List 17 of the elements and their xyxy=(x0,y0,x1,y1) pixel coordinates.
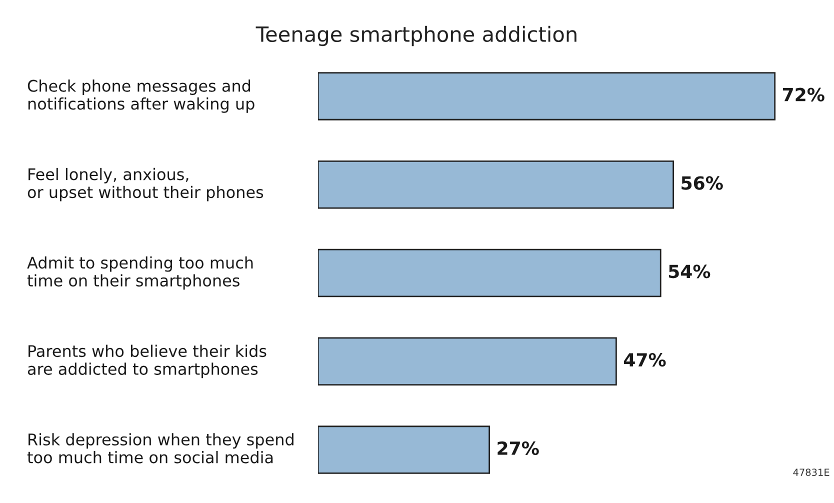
bar xyxy=(318,72,776,120)
y-tick-label: Check phone messages and notifications after waking up xyxy=(28,80,254,113)
y-tick-label: Risk depression when they spend too much time on social media xyxy=(27,433,294,464)
data-label: 56% xyxy=(682,176,723,190)
bar xyxy=(318,248,662,298)
bar xyxy=(318,160,674,209)
data-label: 54% xyxy=(668,264,710,278)
text: 47831E xyxy=(793,468,830,476)
y-tick-label: Feel lonely, anxious, or upset without their phones xyxy=(28,168,264,202)
bar xyxy=(318,426,490,474)
data-label: 27% xyxy=(498,441,539,456)
data-label: 72% xyxy=(782,88,824,102)
chart-title: Teenage smartphone addiction xyxy=(256,26,576,46)
bar xyxy=(318,337,617,386)
data-label: 47% xyxy=(624,352,666,367)
y-tick-label: Admit to spending too much time on their smartphones xyxy=(27,256,253,290)
y-tick-label: Parents who believe their kids are addicted to smartphones xyxy=(28,344,266,378)
